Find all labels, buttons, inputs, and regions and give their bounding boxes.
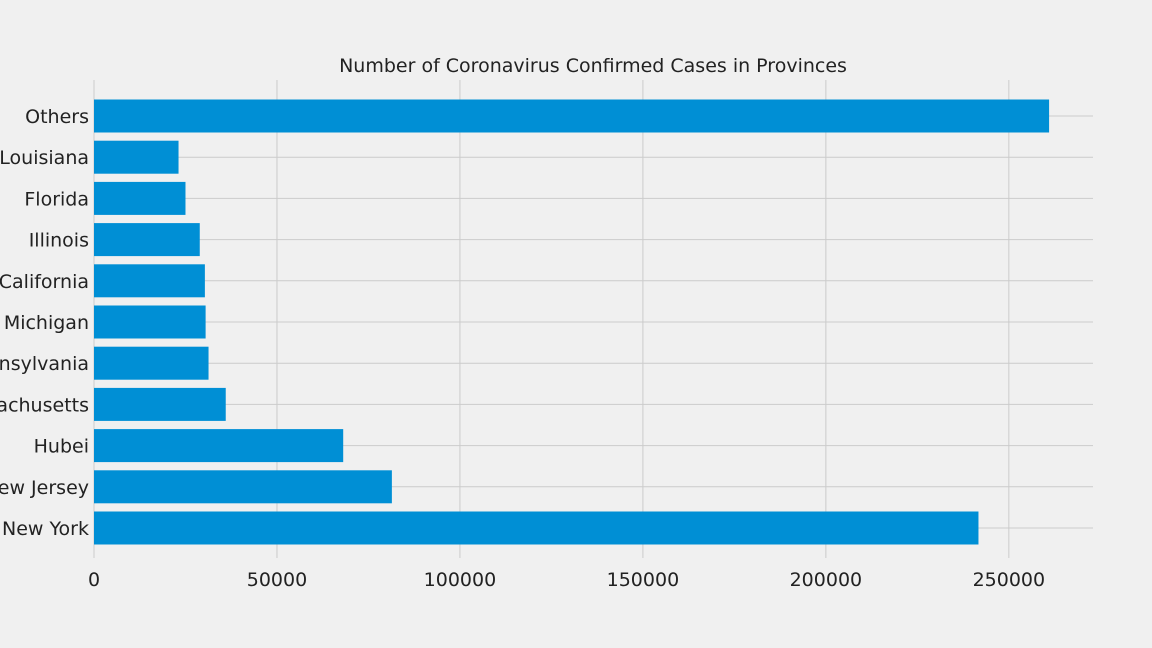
bar — [94, 470, 392, 504]
bar — [94, 264, 205, 298]
bar — [94, 140, 179, 174]
y-tick-label: Pennsylvania — [0, 353, 89, 375]
y-tick-label: Michigan — [4, 312, 89, 334]
x-tick-label: 100000 — [424, 569, 497, 591]
y-tick-label: Florida — [24, 188, 89, 210]
bar — [94, 305, 206, 339]
bar — [94, 387, 226, 421]
y-tick-label: New York — [2, 518, 89, 540]
y-axis-labels: New York New Jersey Hubei Massachusetts Penn… — [0, 106, 89, 540]
bar — [94, 346, 209, 380]
bar-layer — [94, 99, 1050, 545]
y-tick-label: Illinois — [29, 230, 89, 252]
y-tick-label: Massachusetts — [0, 394, 89, 416]
x-tick-label: 250000 — [973, 569, 1046, 591]
bar — [94, 223, 200, 257]
chart-title: Number of Coronavirus Confirmed Cases in… — [339, 55, 847, 77]
x-axis-labels: 0 50000 100000 150000 200000 250000 — [88, 569, 1045, 591]
bar — [94, 511, 979, 545]
y-tick-label: Louisiana — [0, 147, 89, 169]
bar — [94, 181, 186, 215]
y-tick-label: Hubei — [34, 436, 89, 458]
x-tick-label: 150000 — [607, 569, 680, 591]
x-tick-label: 0 — [88, 569, 100, 591]
y-tick-label: New Jersey — [0, 477, 89, 499]
y-tick-label: California — [0, 271, 89, 293]
bar — [94, 429, 344, 463]
y-tick-label: Others — [25, 106, 89, 128]
x-tick-label: 50000 — [247, 569, 307, 591]
bar — [94, 99, 1050, 133]
x-tick-label: 200000 — [790, 569, 863, 591]
